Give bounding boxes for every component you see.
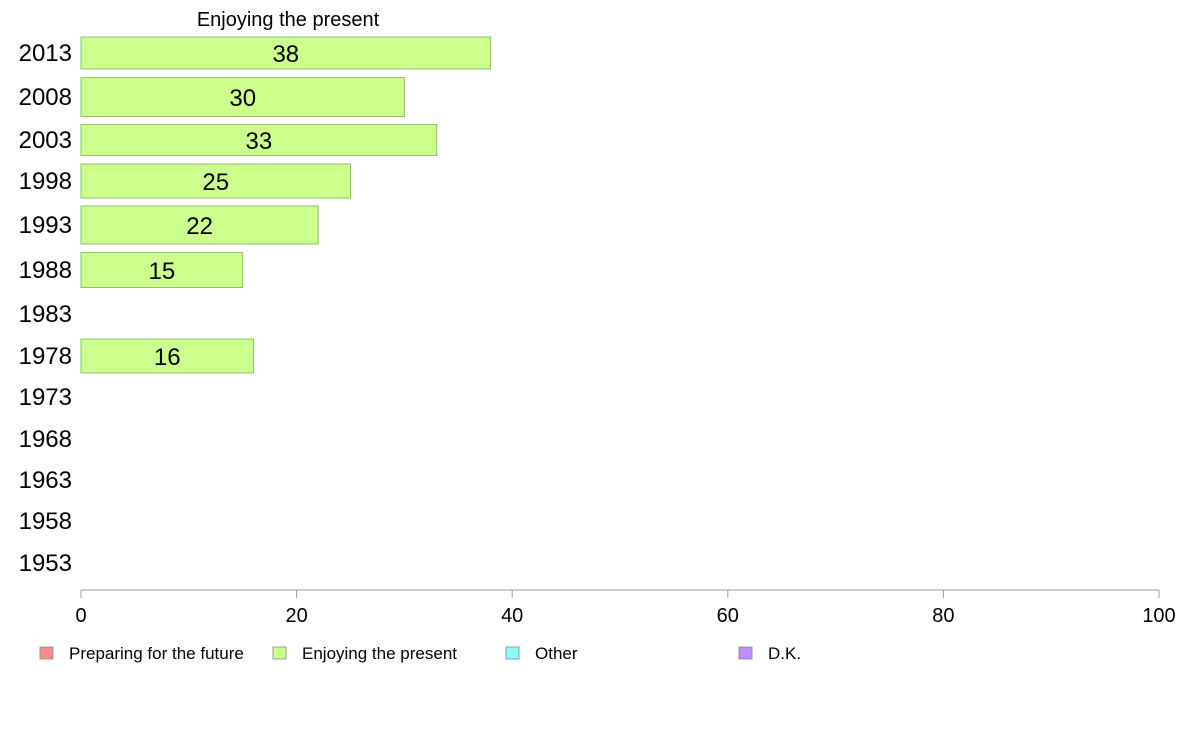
x-tick-label-80: 80 [932, 605, 954, 627]
bar-2003 [80, 124, 438, 156]
x-tick-label-100: 100 [1142, 605, 1175, 627]
legend-label-3: D.K. [768, 644, 801, 663]
legend-swatch-1 [272, 646, 287, 660]
category-label-1978: 1978 [19, 343, 72, 370]
legend-swatch-3 [738, 646, 753, 660]
value-label-1978: 16 [154, 344, 181, 371]
category-label-1973: 1973 [19, 384, 72, 411]
x-tick-label-0: 0 [75, 605, 86, 627]
category-labels: 2013 2008 2003 1998 1993 1988 1983 1978 1973 1968… [19, 40, 72, 577]
legend-label-1: Enjoying the present [302, 644, 457, 663]
legend: Preparing for the future Enjoying the pre… [39, 644, 801, 663]
bar-2008 [80, 77, 405, 117]
bar-1993 [80, 205, 319, 245]
bar-1998 [80, 163, 351, 199]
legend-label-0: Preparing for the future [69, 644, 244, 663]
chart-title: Enjoying the present [197, 9, 380, 31]
category-label-1988: 1988 [19, 257, 72, 284]
value-label-1998: 25 [202, 169, 229, 196]
value-label-2003: 33 [246, 128, 273, 155]
value-label-1993: 22 [186, 213, 213, 240]
category-label-1963: 1963 [19, 467, 72, 494]
value-label-1988: 15 [148, 258, 175, 285]
legend-swatch-2 [505, 646, 520, 660]
category-label-2013: 2013 [19, 40, 72, 67]
bar-2013 [80, 36, 492, 70]
value-labels: 38 30 33 25 22 15 16 [148, 41, 299, 371]
value-label-2008: 30 [229, 85, 256, 112]
bar-1988 [80, 252, 244, 288]
bar-1978 [80, 338, 254, 374]
x-axis-ticks: 0 20 40 60 80 100 [75, 590, 1176, 627]
category-label-2008: 2008 [19, 84, 72, 111]
legend-label-2: Other [535, 644, 578, 663]
x-tick-label-40: 40 [501, 605, 523, 627]
legend-swatch-0 [39, 646, 54, 660]
bars [80, 36, 492, 374]
category-label-1968: 1968 [19, 426, 72, 453]
x-tick-label-60: 60 [717, 605, 739, 627]
x-tick-label-20: 20 [285, 605, 307, 627]
category-label-1953: 1953 [19, 550, 72, 577]
value-label-2013: 38 [272, 41, 299, 68]
category-label-1993: 1993 [19, 212, 72, 239]
category-label-1958: 1958 [19, 508, 72, 535]
category-label-1998: 1998 [19, 168, 72, 195]
category-label-2003: 2003 [19, 127, 72, 154]
category-label-1983: 1983 [19, 301, 72, 328]
